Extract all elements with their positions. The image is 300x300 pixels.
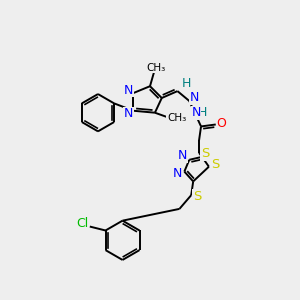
Text: N: N (190, 92, 199, 104)
Text: N: N (124, 84, 133, 97)
Text: S: S (193, 190, 201, 202)
Text: Cl: Cl (76, 217, 88, 230)
Text: H: H (182, 77, 191, 90)
Text: O: O (217, 117, 226, 130)
Text: H: H (197, 106, 207, 119)
Text: N: N (124, 107, 133, 120)
Text: N: N (191, 106, 201, 119)
Text: S: S (201, 147, 209, 161)
Text: CH₃: CH₃ (167, 112, 186, 123)
Text: CH₃: CH₃ (146, 63, 166, 73)
Text: S: S (212, 158, 220, 171)
Text: N: N (178, 149, 187, 162)
Text: N: N (173, 167, 182, 180)
